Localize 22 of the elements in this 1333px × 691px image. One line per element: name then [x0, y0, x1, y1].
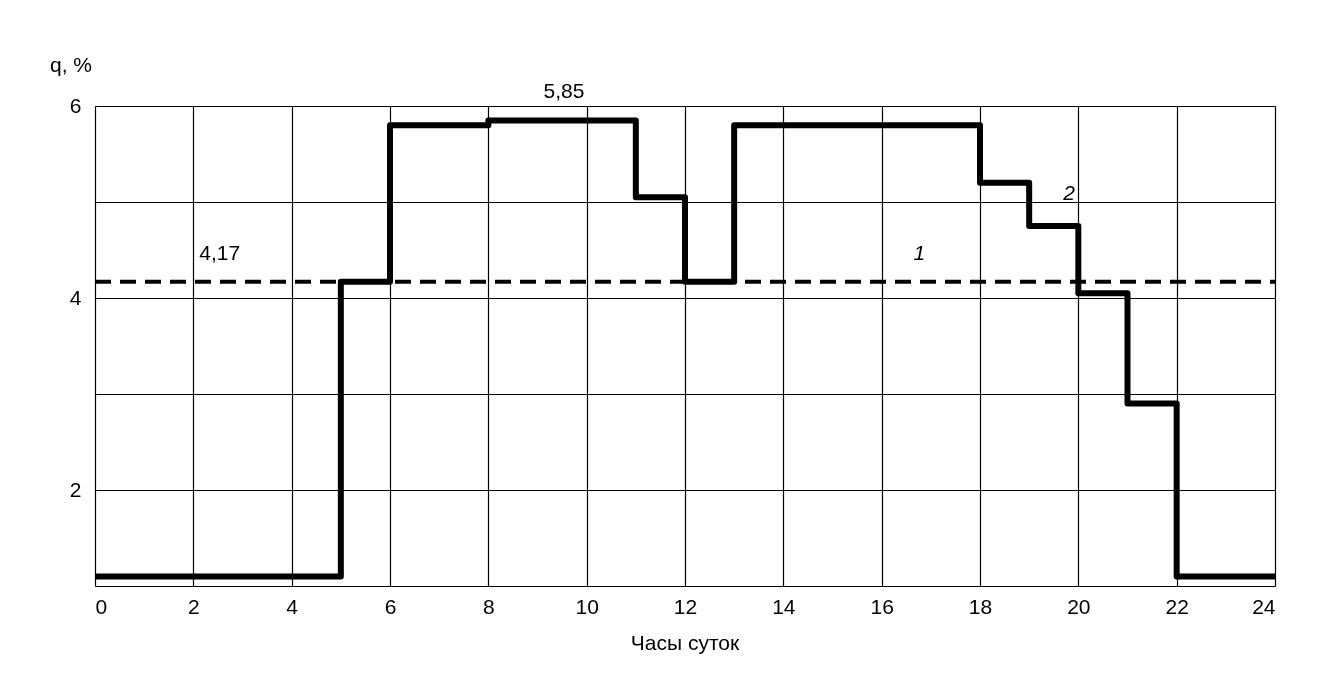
x-tick-label: 18 — [968, 594, 993, 618]
x-tick-label: 8 — [482, 594, 495, 618]
y-tick-label: 4 — [69, 285, 82, 309]
x-tick-label: 6 — [384, 594, 397, 618]
x-tick-label: 14 — [772, 594, 796, 618]
series-label: 2 — [1062, 181, 1076, 204]
annotation: 4,17 — [199, 240, 241, 264]
x-tick-label: 10 — [575, 594, 599, 618]
x-tick-label: 22 — [1165, 594, 1189, 618]
y-axis-title: q, % — [50, 53, 93, 76]
y-tick-label: 2 — [69, 477, 82, 501]
x-axis-title: Часы суток — [630, 631, 740, 654]
x-tick-label: 12 — [673, 594, 698, 618]
x-tick-label: 0 — [95, 594, 108, 618]
x-tick-label: 2 — [187, 594, 200, 618]
annotation: 5,85 — [543, 79, 585, 103]
x-tick-label: 24 — [1252, 594, 1276, 618]
x-tick-label: 4 — [286, 594, 299, 618]
x-tick-label: 16 — [870, 594, 894, 618]
x-tick-label: 20 — [1067, 594, 1091, 618]
y-tick-label: 6 — [69, 93, 82, 117]
series-label: 1 — [913, 240, 926, 264]
